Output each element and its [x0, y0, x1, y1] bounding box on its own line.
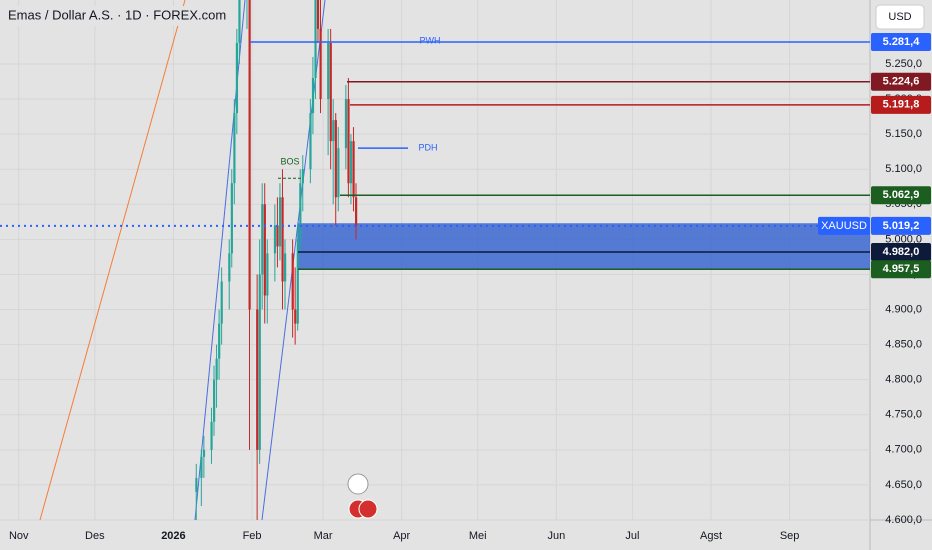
x-tick-label: Agst	[700, 530, 722, 542]
price-tag-label: 5.224,6	[883, 76, 920, 88]
candle-body	[294, 309, 297, 324]
price-tag	[871, 72, 931, 91]
x-tick-label: Apr	[393, 530, 410, 542]
candle-body	[352, 141, 355, 198]
level-name: PDH	[418, 143, 437, 153]
candle-body	[218, 323, 221, 359]
price-tag	[871, 260, 931, 279]
event-icon[interactable]	[358, 499, 378, 519]
candle-body	[256, 309, 259, 450]
currency-label: USD	[888, 11, 911, 23]
x-tick-label: 2026	[161, 530, 185, 542]
y-tick-label: 4.900,0	[885, 303, 922, 315]
price-tag-label: 5.019,2	[883, 220, 920, 232]
candle-body	[299, 183, 302, 240]
candle-body	[329, 42, 332, 142]
candle-body	[266, 253, 269, 296]
price-tag-label: 5.062,9	[883, 189, 920, 201]
y-tick-label: 5.250,0	[885, 58, 922, 70]
candle-body	[215, 358, 218, 380]
candle-body	[337, 148, 340, 198]
candle-body	[347, 99, 350, 184]
level-name: PWH	[420, 35, 441, 45]
x-tick-label: Jun	[547, 530, 565, 542]
candle-body	[291, 253, 294, 310]
x-tick-label: Sep	[780, 530, 800, 542]
candle-body	[202, 449, 206, 457]
candle-body	[258, 274, 261, 450]
candle-body	[263, 204, 266, 296]
candle-body	[349, 141, 353, 184]
candle-body	[334, 120, 337, 198]
candle-body	[276, 225, 279, 247]
candle-body	[311, 78, 315, 114]
price-tag	[871, 32, 931, 51]
candle-body	[319, 28, 322, 100]
price-tag	[871, 243, 931, 262]
candle-body	[220, 281, 223, 324]
bos-label: BOS	[280, 157, 299, 167]
candle-body	[309, 113, 312, 170]
candle-body	[235, 42, 239, 114]
x-tick-label: Jul	[625, 530, 639, 542]
candle-body	[314, 0, 317, 79]
candle-body	[228, 253, 231, 282]
chart-title: Emas / Dollar A.S. · 1D · FOREX.com	[8, 7, 226, 22]
y-tick-label: 4.850,0	[885, 339, 922, 351]
candle-body	[278, 197, 282, 247]
candle-body	[327, 42, 330, 100]
x-tick-label: Feb	[243, 530, 262, 542]
candle-body	[296, 239, 299, 324]
candle-body	[301, 169, 304, 184]
y-tick-label: 5.000,0	[885, 233, 922, 245]
price-tag-label: 5.281,4	[883, 36, 921, 48]
title-bg	[4, 6, 226, 26]
candle-body	[332, 120, 335, 142]
candle-body	[344, 99, 348, 149]
y-tick-label: 4.600,0	[885, 514, 922, 526]
price-tag	[871, 186, 931, 205]
candle-body	[210, 421, 213, 450]
candle-body	[233, 113, 236, 184]
y-tick-label: 5.100,0	[885, 163, 922, 175]
price-tag	[871, 216, 931, 235]
candle-body	[281, 197, 284, 282]
candle-body	[213, 379, 216, 422]
price-tag-label: 4.982,0	[883, 246, 920, 258]
y-tick-label: 4.650,0	[885, 479, 922, 491]
currency-button[interactable]	[875, 4, 925, 30]
x-tick-label: Nov	[9, 530, 29, 542]
grid	[0, 0, 870, 521]
candle-body	[200, 456, 203, 478]
plot	[0, 0, 870, 520]
y-tick-label: 4.750,0	[885, 409, 922, 421]
y-tick-label: 4.700,0	[885, 444, 922, 456]
candle-body	[284, 253, 287, 282]
candle-body	[195, 477, 198, 492]
y-tick-label: 5.150,0	[885, 128, 922, 140]
event-icon[interactable]	[347, 473, 369, 495]
candle-body	[261, 204, 264, 275]
candle-body	[238, 0, 241, 43]
x-tick-label: Des	[85, 530, 105, 542]
x-tick-label: Mar	[314, 530, 333, 542]
symbol-tag-label: XAUUSD	[821, 220, 867, 232]
x-tick-label: Mei	[469, 530, 487, 542]
price-tag	[871, 95, 931, 114]
zone	[298, 223, 870, 270]
candle-body	[355, 197, 358, 227]
candle-body	[230, 183, 233, 254]
y-tick-label: 4.800,0	[885, 374, 922, 386]
symbol-tag	[818, 216, 870, 235]
candle-body	[273, 225, 277, 254]
candle-body	[316, 0, 320, 29]
trend-line	[39, 0, 186, 521]
candle-body	[248, 0, 251, 310]
price-tag-label: 4.957,5	[883, 263, 920, 275]
price-tag-label: 5.191,8	[883, 99, 920, 111]
